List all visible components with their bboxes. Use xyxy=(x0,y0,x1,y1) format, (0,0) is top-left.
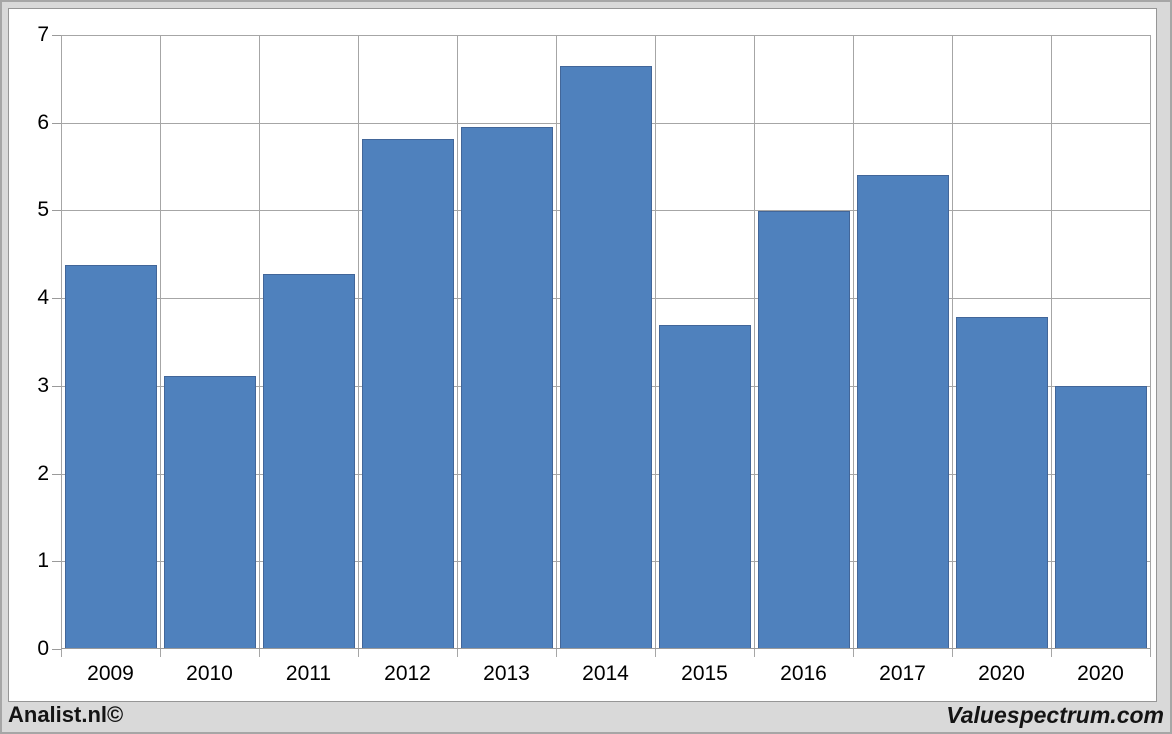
x-axis-tick xyxy=(160,649,161,657)
bar-2012 xyxy=(361,138,454,649)
gridline-vertical xyxy=(556,35,557,649)
y-axis-tick xyxy=(52,385,61,387)
gridline-vertical xyxy=(853,35,854,649)
gridline-vertical xyxy=(655,35,656,649)
gridline-vertical xyxy=(1150,35,1151,649)
x-axis-label: 2009 xyxy=(87,662,134,685)
x-axis-tick xyxy=(754,649,755,657)
bar-2013 xyxy=(460,127,553,649)
y-axis-tick xyxy=(52,122,61,124)
x-axis-tick xyxy=(655,649,656,657)
x-axis-tick xyxy=(556,649,557,657)
x-axis-label: 2012 xyxy=(384,662,431,685)
x-axis-label: 2010 xyxy=(186,662,233,685)
bar-2017 xyxy=(856,175,949,649)
x-axis-label: 2020 xyxy=(978,662,1025,685)
gridline-vertical xyxy=(754,35,755,649)
x-axis-label: 2011 xyxy=(285,662,332,685)
x-axis-tick xyxy=(853,649,854,657)
bar-2009 xyxy=(64,264,157,649)
y-axis-tick xyxy=(52,210,61,212)
gridline-vertical xyxy=(61,35,62,649)
x-axis-label: 2013 xyxy=(483,662,530,685)
bar-2015 xyxy=(658,324,751,649)
x-axis-tick xyxy=(952,649,953,657)
y-axis-label: 2 xyxy=(37,461,49,485)
x-axis-label: 2014 xyxy=(582,662,629,685)
y-axis-tick xyxy=(52,473,61,475)
x-axis-ticks xyxy=(61,649,1151,657)
gridline-vertical xyxy=(1051,35,1052,649)
analist-credit: Analist.nl© xyxy=(8,702,124,727)
x-axis-tick xyxy=(259,649,260,657)
gridline-vertical xyxy=(259,35,260,649)
y-axis-tick xyxy=(52,298,61,300)
y-axis-label: 5 xyxy=(37,198,49,222)
valuespectrum-credit: Valuespectrum.com xyxy=(946,701,1164,728)
gridline-vertical xyxy=(457,35,458,649)
y-axis: 0 1 2 3 4 5 6 7 xyxy=(9,23,49,660)
gridline-vertical xyxy=(160,35,161,649)
y-axis-label: 4 xyxy=(37,286,49,310)
y-axis-label: 6 xyxy=(37,110,49,134)
bar-2020 xyxy=(1054,385,1147,649)
y-axis-tick xyxy=(52,561,61,563)
x-axis-label: 2016 xyxy=(780,662,827,685)
x-axis-tick xyxy=(358,649,359,657)
plot-area xyxy=(61,35,1151,649)
y-axis-label: 7 xyxy=(37,23,49,46)
y-axis-label: 3 xyxy=(37,373,49,397)
x-axis-tick xyxy=(1150,649,1151,657)
bar-2014 xyxy=(559,65,652,649)
x-axis-label: 2017 xyxy=(879,662,926,685)
x-axis-label: 2020 xyxy=(1077,662,1124,685)
y-axis-ticks xyxy=(52,35,61,650)
y-axis-label: 1 xyxy=(37,549,49,573)
bar-2016 xyxy=(757,211,850,649)
x-axis-tick xyxy=(457,649,458,657)
x-axis: 2009 2010 2011 2012 2013 2014 2015 2016 2017 2020… xyxy=(61,659,1150,689)
bar-2011 xyxy=(262,273,355,649)
footer-strip: Analist.nl© Valuespectrum.com xyxy=(2,698,1170,732)
x-axis-tick xyxy=(1051,649,1052,657)
bar-2010 xyxy=(163,376,256,649)
x-axis-line xyxy=(61,648,1150,649)
y-axis-tick xyxy=(52,649,61,650)
x-axis-tick xyxy=(61,649,62,657)
y-axis-label: 0 xyxy=(37,637,49,660)
x-axis-label: 2015 xyxy=(681,662,728,685)
gridline-vertical xyxy=(358,35,359,649)
chart-canvas: 0 1 2 3 4 5 6 7 2009 2010 2011 2012 2013 2014 2015 201… xyxy=(8,8,1157,702)
bar-2020 xyxy=(955,316,1048,649)
gridline-vertical xyxy=(952,35,953,649)
y-axis-tick xyxy=(52,35,61,36)
gridline-horizontal xyxy=(61,35,1150,36)
